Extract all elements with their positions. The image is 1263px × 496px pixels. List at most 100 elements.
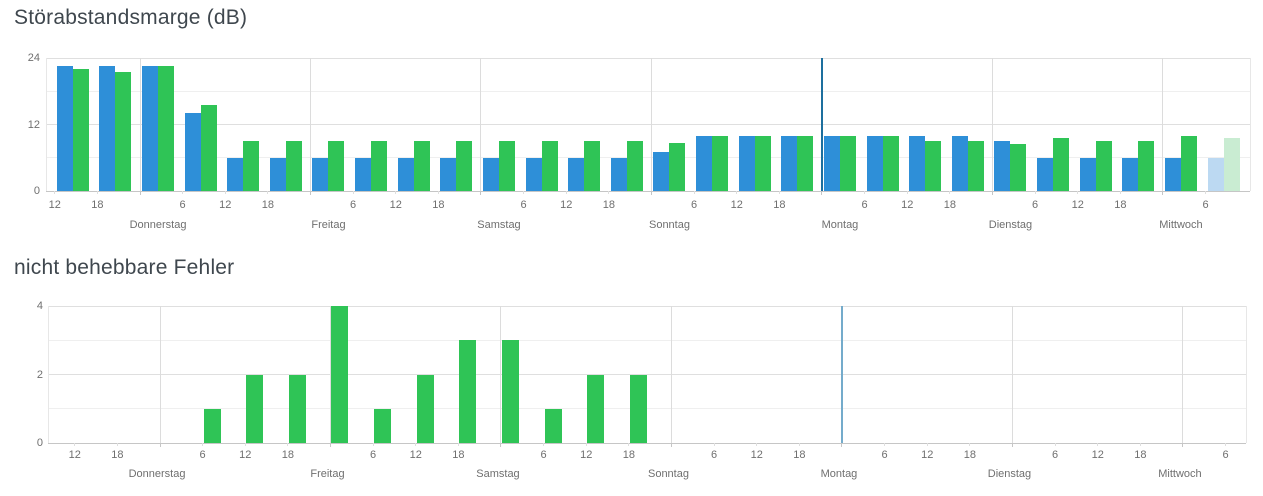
y-tick-label: 0 [36,437,43,449]
x-tick-label: 12 [921,449,934,461]
hour-tick [415,443,417,446]
now-marker-line [840,306,843,443]
hour-tick [1034,191,1036,194]
stoerabstandsmarge-series-green-bar [200,105,217,191]
stoerabstandsmarge-series-blue-bar [227,157,244,191]
stoerabstandsmarge-series-blue-bar [653,152,670,191]
hour-tick [457,443,459,446]
day-divider-tick [159,443,161,447]
x-tick-label: 6 [861,199,868,211]
x-tick-label: 12 [68,449,81,461]
stoerabstandsmarge-series-blue-bar [951,135,968,191]
day-divider [1162,58,1164,191]
day-divider-tick [841,443,843,447]
x-tick-label: 6 [199,449,206,461]
day-label: Mittwoch [1159,219,1203,231]
x-tick-label: 12 [1091,449,1104,461]
stoerabstandsmarge-series-green-bar [413,141,430,191]
hour-tick [1139,443,1141,446]
x-tick-label: 18 [963,449,976,461]
day-divider [159,306,161,443]
hour-tick [628,443,630,446]
day-divider [650,58,652,191]
x-tick-label: 18 [793,449,806,461]
x-tick-label: 18 [91,199,104,211]
day-divider-tick [309,191,311,195]
stoerabstandsmarge-series-blue-bar [1122,157,1139,191]
stoerabstandsmarge-series-blue-bar [99,66,116,191]
grid-line-horizontal [46,124,1250,125]
day-label: Mittwoch [1158,468,1202,480]
plot-border [47,306,49,443]
stoerabstandsmarge-series-blue-bar [56,66,73,191]
hour-tick [352,191,354,194]
hour-tick [864,191,866,194]
x-tick-label: 18 [432,199,445,211]
stoerabstandsmarge-series-green-bar [243,141,260,191]
stoerabstandsmarge-series-blue-bar [909,135,926,191]
x-tick-label: 18 [1134,449,1147,461]
stoerabstandsmarge-series-green-bar [72,69,89,191]
day-label: Donnerstag [128,468,186,480]
stoerabstandsmarge-series-blue-bar [355,157,372,191]
stoerabstandsmarge-series-blue-bar [440,157,457,191]
x-tick-label: 6 [881,449,888,461]
grid-line-horizontal [48,374,1246,375]
x-tick-label: 12 [1071,199,1084,211]
now-marker-line [821,58,823,191]
stoerabstandsmarge-series-green-bar [541,141,558,191]
stoerabstandsmarge-series-blue-bar [738,135,755,191]
stoerabstandsmarge-series-blue-bar [994,141,1011,191]
y-tick-label: 24 [27,52,40,64]
stoerabstandsmarge-series-green-bar [371,141,388,191]
uncorrectable-errors-chart-title: nicht behebbare Fehler [14,256,235,279]
stoerabstandsmarge-series-green-bar [158,66,174,191]
day-divider-tick [1182,443,1184,447]
nicht-behebbare-fehler-series-green-bar [203,408,221,443]
stoerabstandsmarge-series-blue-bar [269,157,286,191]
nicht-behebbare-fehler-series-green-bar [374,408,392,443]
hour-tick [54,191,56,194]
stoerabstandsmarge-series-blue-bar [568,157,585,191]
x-tick-label: 12 [389,199,402,211]
x-tick-label: 6 [1032,199,1039,211]
x-tick-label: 12 [219,199,232,211]
stoerabstandsmarge-series-blue-bar [1207,157,1224,191]
day-divider-tick [500,443,502,447]
hour-tick [543,443,545,446]
hour-tick [116,443,118,446]
day-label: Dienstag [987,468,1032,480]
day-label: Dienstag [988,219,1033,231]
day-divider [480,58,482,191]
stoerabstandsmarge-series-green-bar [669,142,686,191]
day-divider [1011,306,1013,443]
hour-tick [884,443,886,446]
nicht-behebbare-fehler-series-green-bar [501,340,519,443]
nicht-behebbare-fehler-series-green-bar [544,408,562,443]
hour-tick [1097,443,1099,446]
hour-tick [713,443,715,446]
hour-tick [926,443,928,446]
nicht-behebbare-fehler-series-green-bar [288,374,306,443]
hour-tick [1225,443,1227,446]
hour-tick [523,191,525,194]
hour-tick [244,443,246,446]
hour-tick [949,191,951,194]
plot-border [1249,58,1251,191]
stoerabstandsmarge-series-blue-bar [142,66,158,191]
hour-tick [565,191,567,194]
stoerabstandsmarge-series-green-bar [712,135,729,191]
stoerabstandsmarge-series-green-bar [839,135,856,191]
x-tick-label: 12 [730,199,743,211]
x-tick-label: 6 [370,449,377,461]
stoerabstandsmarge-series-blue-bar [1079,157,1096,191]
hour-tick [906,191,908,194]
hour-tick [202,443,204,446]
nicht-behebbare-fehler-series-green-bar [459,340,477,443]
hour-tick [224,191,226,194]
x-tick-label: 18 [773,199,786,211]
stoerabstandsmarge-series-green-bar [1223,138,1240,191]
hour-tick [267,191,269,194]
hour-tick [287,443,289,446]
